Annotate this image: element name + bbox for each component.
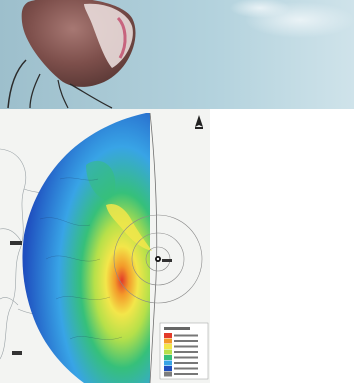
map-labels xyxy=(10,241,172,355)
legend-entry-label xyxy=(174,373,198,375)
legend-swatch xyxy=(164,355,172,360)
balloon-photo-graphic xyxy=(0,0,354,109)
legend-entry-label xyxy=(174,362,198,364)
legend-swatch xyxy=(164,344,172,349)
legend-entry-label xyxy=(174,340,198,342)
cloud xyxy=(230,0,290,18)
radiation-fan xyxy=(22,113,150,383)
legend-entry-label xyxy=(174,334,198,337)
legend-entry-label xyxy=(174,351,198,353)
coastline xyxy=(149,112,158,383)
legend-swatch xyxy=(164,371,172,377)
legend-entry-label xyxy=(174,367,198,370)
terrain-lines xyxy=(39,177,123,340)
balloon xyxy=(7,0,136,109)
legend-swatch xyxy=(164,333,172,338)
legend-title-bar xyxy=(164,327,190,330)
legend-swatch xyxy=(164,338,172,344)
mid-band xyxy=(86,160,116,200)
map-legend xyxy=(159,322,209,380)
north-arrow-icon xyxy=(195,115,203,129)
legend-swatch xyxy=(164,366,172,371)
radiation-source-marker xyxy=(155,256,161,262)
legend-entry-label xyxy=(174,356,198,359)
radiation-map xyxy=(0,109,354,383)
legend-swatch xyxy=(164,349,172,355)
radiation-map-graphic xyxy=(0,109,210,383)
legend-swatch xyxy=(164,360,172,366)
legend-entry-label xyxy=(174,345,198,348)
hotspot-plume xyxy=(106,203,152,251)
balloon-photo xyxy=(0,0,354,109)
